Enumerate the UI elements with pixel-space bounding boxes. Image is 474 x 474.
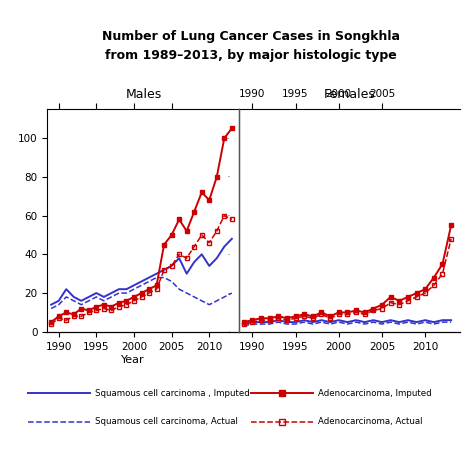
Text: Squamous cell carcinoma, Actual: Squamous cell carcinoma, Actual	[95, 418, 237, 426]
Text: Year: Year	[121, 355, 145, 365]
Text: Adenocarcinoma, Imputed: Adenocarcinoma, Imputed	[318, 389, 431, 398]
Text: Males: Males	[125, 88, 162, 101]
Text: Squamous cell carcinoma , Imputed: Squamous cell carcinoma , Imputed	[95, 389, 249, 398]
Text: from 1989–2013, by major histologic type: from 1989–2013, by major histologic type	[105, 49, 397, 62]
Text: Number of Lung Cancer Cases in Songkhla: Number of Lung Cancer Cases in Songkhla	[102, 30, 400, 43]
Text: Females: Females	[324, 88, 375, 101]
Text: Adenocarcinoma, Actual: Adenocarcinoma, Actual	[318, 418, 422, 426]
